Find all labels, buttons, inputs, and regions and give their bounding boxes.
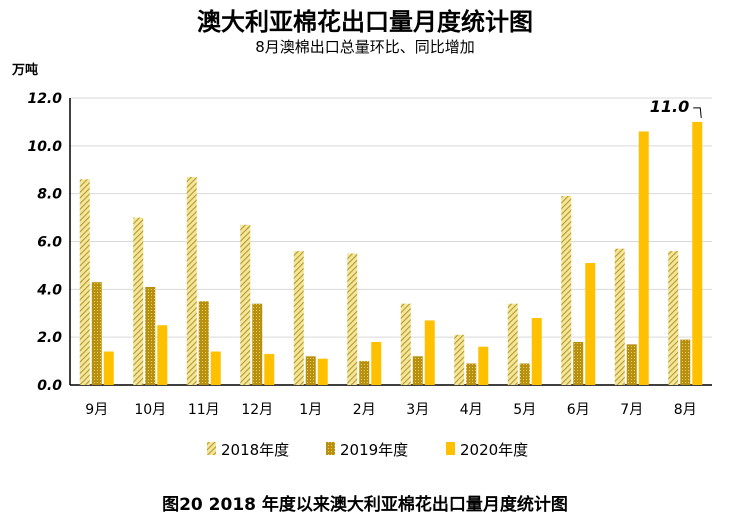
y-axis-ticks: 0.0 2.0 4.0 6.0 8.0 10.0 12.0 [27, 91, 62, 394]
chart-title: 澳大利亚棉花出口量月度统计图 [197, 7, 533, 36]
bar [359, 361, 370, 385]
x-tick-label: 1月 [299, 402, 322, 418]
bar [454, 334, 465, 385]
bar [478, 346, 489, 385]
bar [466, 363, 477, 385]
bar [507, 303, 518, 385]
y-tick-label: 12.0 [27, 91, 62, 107]
bar [680, 339, 691, 385]
y-tick-label: 4.0 [36, 282, 62, 298]
bar [91, 282, 102, 385]
bar [614, 248, 625, 385]
legend-item: 2020年度 [446, 441, 528, 459]
x-tick-label: 3月 [406, 402, 429, 418]
y-tick-label: 2.0 [37, 330, 62, 346]
y-tick-label: 8.0 [37, 187, 62, 203]
x-tick-label: 4月 [460, 402, 483, 418]
bar [305, 356, 316, 385]
annotation-leader [693, 107, 702, 118]
legend-label: 2020年度 [460, 441, 528, 459]
bar [371, 341, 382, 385]
bar [252, 303, 263, 385]
y-tick-label: 0.0 [37, 378, 62, 394]
bar [668, 251, 679, 385]
bar [626, 344, 637, 385]
bar [264, 353, 275, 385]
bar [198, 301, 209, 385]
bar [347, 253, 358, 385]
bar [240, 224, 251, 385]
bar [293, 251, 304, 385]
y-axis-unit: 万吨 [11, 62, 38, 78]
legend-swatch [207, 442, 216, 455]
chart-subtitle: 8月澳棉出口总量环比、同比增加 [255, 38, 475, 56]
legend-label: 2019年度 [340, 441, 408, 459]
x-tick-label: 7月 [620, 402, 643, 418]
bar [412, 356, 423, 385]
bar [424, 320, 435, 385]
bar [519, 363, 530, 385]
bar [103, 351, 114, 385]
x-axis-ticks: 9月 10月 11月 12月 1月 2月 3月 4月 5月 6月 7月 8月 [85, 402, 696, 418]
y-tick-label: 10.0 [27, 139, 62, 155]
bar [133, 217, 144, 385]
data-label: 11.0 [650, 97, 689, 116]
bar [638, 131, 649, 385]
gridlines [69, 97, 712, 386]
bar [186, 176, 197, 385]
annotations: 11.0 [650, 97, 702, 118]
x-tick-label: 9月 [85, 402, 108, 418]
x-tick-label: 12月 [241, 402, 273, 418]
x-tick-label: 8月 [674, 402, 697, 418]
bar [573, 341, 584, 385]
legend-item: 2018年度 [207, 441, 289, 459]
x-tick-label: 11月 [188, 402, 220, 418]
bar [157, 325, 168, 385]
x-tick-label: 2月 [353, 402, 376, 418]
legend-label: 2018年度 [221, 441, 289, 459]
bar [400, 303, 411, 385]
bar [145, 286, 156, 385]
bars [79, 121, 703, 386]
figure-caption: 图20 2018 年度以来澳大利亚棉花出口量月度统计图 [162, 494, 568, 515]
bar [79, 179, 90, 385]
legend-swatch [446, 442, 455, 455]
legend-swatch [326, 442, 335, 455]
x-tick-label: 10月 [134, 402, 166, 418]
bar [585, 263, 596, 385]
legend: 2018年度 2019年度 2020年度 [207, 441, 528, 459]
bar [531, 318, 542, 385]
y-tick-label: 6.0 [37, 235, 62, 251]
x-tick-label: 5月 [513, 402, 536, 418]
bar [317, 358, 328, 385]
x-tick-label: 6月 [567, 402, 590, 418]
bar [692, 121, 703, 386]
legend-item: 2019年度 [326, 441, 408, 459]
bar [210, 351, 221, 385]
bar [561, 196, 572, 385]
